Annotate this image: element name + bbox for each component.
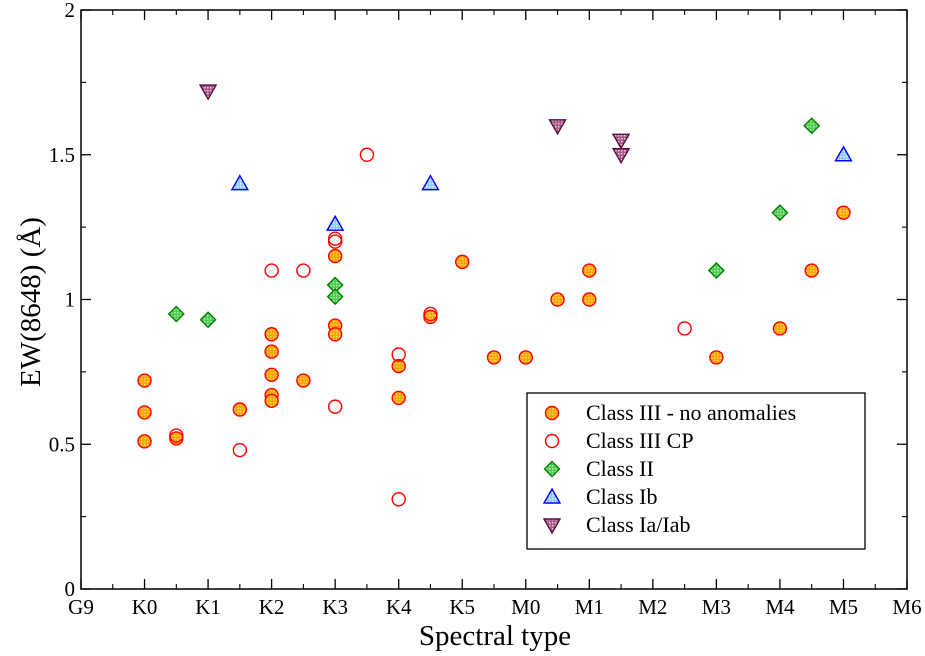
data-point-circle-open: [391, 347, 406, 362]
data-point-circle-open: [327, 231, 343, 246]
legend-marker: [543, 460, 561, 478]
data-point-circle-filled: [391, 390, 406, 406]
data-point-circle-filled: [327, 248, 343, 264]
legend-marker: [544, 433, 560, 449]
data-point-circle-filled: [550, 292, 565, 307]
data-point-circle-open: [264, 263, 279, 278]
data-point-triangle-up: [230, 174, 250, 191]
data-point-circle-filled: [455, 254, 470, 270]
data-point-circle-open: [296, 263, 311, 278]
data-point-circle-filled: [169, 431, 184, 446]
data-point-circle-open: [677, 321, 692, 336]
data-point-circle-open: [359, 147, 375, 162]
data-point-diamond: [326, 288, 344, 306]
x-tick-label: M5: [829, 595, 858, 619]
legend-marker: [542, 518, 562, 535]
data-point-diamond: [707, 262, 725, 280]
x-axis-title: Spectral type: [419, 620, 571, 652]
data-point-triangle-down: [611, 133, 631, 150]
y-tick-label: 0.5: [49, 432, 75, 456]
y-tick-label: 2: [65, 0, 76, 22]
data-point-circle-open: [232, 442, 248, 458]
data-point-circle-filled: [772, 321, 788, 336]
data-point-circle-filled: [137, 434, 152, 449]
data-point-circle-filled: [486, 350, 502, 365]
data-point-circle-filled: [804, 263, 819, 278]
legend-label: Class III - no anomalies: [586, 400, 796, 425]
legend-label: Class Ib: [586, 484, 658, 509]
data-point-circle-filled: [232, 402, 248, 417]
x-tick-label: M3: [702, 595, 731, 619]
data-point-circle-open: [327, 399, 343, 414]
data-point-triangle-down: [548, 119, 567, 136]
legend-box: [526, 392, 866, 550]
data-point-circle-open: [391, 492, 406, 507]
legend-marker: [544, 405, 560, 421]
legend-label: Class Ia/Iab: [586, 512, 690, 537]
data-point-circle-filled: [709, 350, 724, 365]
data-point-circle-filled: [518, 350, 533, 365]
x-tick-label: M1: [575, 595, 604, 619]
data-point-circle-filled: [137, 373, 152, 388]
y-tick-label: 0: [65, 577, 76, 601]
x-tick-label: M2: [638, 595, 667, 619]
data-point-circle-filled: [264, 344, 279, 359]
x-tick-label: K4: [386, 595, 412, 619]
y-tick-label: 1.5: [49, 143, 75, 167]
data-point-circle-filled: [582, 263, 597, 278]
x-tick-label: K3: [322, 595, 348, 619]
data-point-circle-filled: [264, 393, 279, 409]
data-point-triangle-down: [198, 84, 218, 101]
x-tick-label: K2: [259, 595, 285, 619]
data-point-circle-open: [169, 428, 184, 443]
data-point-circle-open: [423, 306, 438, 322]
data-point-triangle-up: [834, 145, 853, 162]
data-point-circle-filled: [264, 367, 279, 382]
data-point-triangle-up: [325, 214, 345, 231]
data-point-circle-filled: [264, 327, 279, 342]
data-point-circle-open: [327, 234, 343, 249]
data-point-circle-filled: [137, 405, 152, 420]
data-point-circle-filled: [423, 309, 438, 325]
x-tick-label: K5: [449, 595, 475, 619]
data-point-diamond: [167, 305, 185, 323]
data-point-triangle-up: [421, 174, 440, 191]
data-point-circle-filled: [582, 292, 597, 307]
data-point-diamond: [803, 117, 821, 135]
x-tick-label: M6: [892, 595, 921, 619]
legend: Class III - no anomalies Class III CP Clas…: [526, 392, 866, 550]
x-tick-label: M4: [765, 595, 795, 619]
data-point-circle-filled: [327, 327, 343, 342]
x-tick-label: K1: [195, 595, 221, 619]
legend-label: Class III CP: [586, 428, 694, 453]
data-point-diamond: [199, 311, 217, 329]
legend-label: Class II: [586, 456, 654, 481]
data-point-circle-filled: [296, 373, 311, 388]
data-point-triangle-down: [611, 148, 631, 165]
x-tick-label: M0: [511, 595, 540, 619]
data-point-circle-filled: [391, 358, 406, 374]
data-point-diamond: [771, 204, 789, 222]
data-point-circle-filled: [836, 205, 851, 220]
y-tick-label: 1: [65, 288, 76, 312]
legend-marker: [542, 487, 562, 504]
y-axis-title: EW(8648) (Å): [15, 217, 47, 387]
x-tick-label: G9: [68, 595, 94, 619]
x-tick-label: K0: [132, 595, 158, 619]
